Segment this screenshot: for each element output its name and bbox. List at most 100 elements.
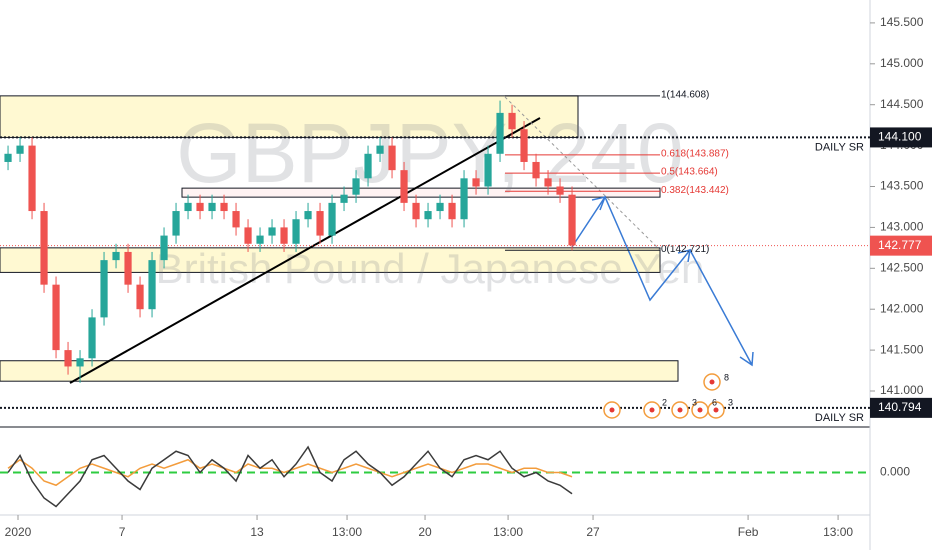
arrow-head	[739, 351, 754, 367]
x-tick-label: Feb	[738, 525, 759, 539]
watermark-subtitle: British Pound / Japanese Yen	[156, 245, 705, 292]
x-tick-label: 13:00	[823, 525, 853, 539]
price-label-box	[870, 397, 932, 418]
candle-body	[340, 194, 348, 203]
x-tick-label: 20	[418, 525, 432, 539]
candle-body	[256, 235, 264, 244]
candle-body	[280, 227, 288, 244]
candle-body	[556, 186, 564, 195]
event-dot	[677, 407, 683, 413]
x-tick-label: 2020	[5, 525, 32, 539]
candle-body	[568, 194, 576, 246]
candle-body	[484, 153, 492, 187]
candle-body	[160, 235, 168, 261]
sr-label: DAILY SR	[815, 141, 864, 153]
candle-body	[508, 112, 516, 130]
candle-body	[328, 202, 336, 236]
x-tick-label: 13:00	[332, 525, 362, 539]
candle-body	[4, 153, 12, 162]
price-label: 140.794	[878, 400, 922, 414]
candle-body	[436, 202, 444, 212]
candle-body	[52, 284, 60, 351]
candle-body	[76, 358, 84, 367]
y-tick-label: 145.000	[880, 56, 924, 70]
candle-body	[136, 284, 144, 310]
candle-body	[424, 211, 432, 220]
candle-body	[400, 170, 408, 203]
event-dot	[713, 407, 719, 413]
candle-body	[16, 145, 24, 154]
candle-body	[184, 202, 192, 212]
x-tick-label: 27	[586, 525, 600, 539]
candle-body	[496, 112, 504, 154]
fib-label: 0.382(143.442)	[661, 185, 729, 196]
candle-body	[460, 178, 468, 220]
zone	[0, 95, 579, 138]
y-tick-label: 141.000	[880, 383, 924, 397]
event-count: 3	[728, 397, 733, 407]
price-label: 142.777	[878, 238, 922, 252]
candle-body	[388, 145, 396, 171]
y-tick-label: 141.500	[880, 342, 924, 356]
x-tick-label: 13:00	[493, 525, 523, 539]
candle-body	[532, 161, 540, 179]
x-tick-label: 13	[250, 525, 264, 539]
candle-body	[520, 129, 528, 162]
y-tick-label: 143.500	[880, 179, 924, 193]
y-tick-label: 142.500	[880, 260, 924, 274]
candle-body	[544, 178, 552, 187]
candle-body	[268, 227, 276, 236]
price-label-box	[870, 235, 932, 256]
event-dot	[649, 407, 655, 413]
fib-label: 0(142.721)	[661, 244, 709, 255]
event-dot	[609, 407, 615, 413]
candle-body	[304, 211, 312, 220]
candle-body	[220, 202, 228, 212]
event-dot	[697, 407, 703, 413]
osc-tick-label: 0.000	[880, 465, 910, 479]
candle-body	[352, 178, 360, 195]
y-tick-label: 144.500	[880, 97, 924, 111]
candle-body	[64, 350, 72, 367]
trendline	[69, 117, 541, 384]
event-count: 3	[692, 397, 697, 407]
candle-body	[412, 202, 420, 220]
candle-body	[196, 202, 204, 212]
candle-body	[40, 211, 48, 285]
candle-body	[28, 145, 36, 212]
y-tick-label: 145.500	[880, 15, 924, 29]
candle-body	[148, 260, 156, 310]
event-count: 2	[662, 397, 667, 407]
arrow-head	[591, 195, 607, 211]
candle-body	[364, 153, 372, 179]
event-count: 8	[724, 372, 729, 382]
zone	[0, 247, 661, 273]
osc-line	[7, 445, 573, 508]
zone	[181, 187, 661, 198]
candle-body	[112, 251, 120, 261]
price-label: 144.100	[878, 130, 922, 144]
projection-path	[571, 195, 753, 366]
candle-body	[472, 178, 480, 187]
y-tick-label: 143.000	[880, 220, 924, 234]
candle-body	[448, 202, 456, 220]
candle-body	[232, 211, 240, 228]
y-tick-label: 142.000	[880, 301, 924, 315]
candle-body	[208, 202, 216, 212]
watermark: GBPJPY, 240	[176, 106, 683, 200]
arrow-head	[677, 248, 691, 263]
x-tick-label: 7	[119, 525, 126, 539]
fib-label: 0.5(143.664)	[661, 167, 718, 178]
event-dot	[709, 379, 715, 385]
price-label-box	[870, 127, 932, 148]
candle-body	[124, 251, 132, 285]
zone	[0, 360, 679, 382]
fib-label: 0.618(143.887)	[661, 148, 729, 159]
candle-body	[100, 260, 108, 318]
candle-body	[292, 219, 300, 244]
candle-body	[316, 211, 324, 236]
candle-body	[88, 317, 96, 359]
candle-body	[376, 145, 384, 154]
fib-label: 1(144.608)	[661, 90, 709, 101]
